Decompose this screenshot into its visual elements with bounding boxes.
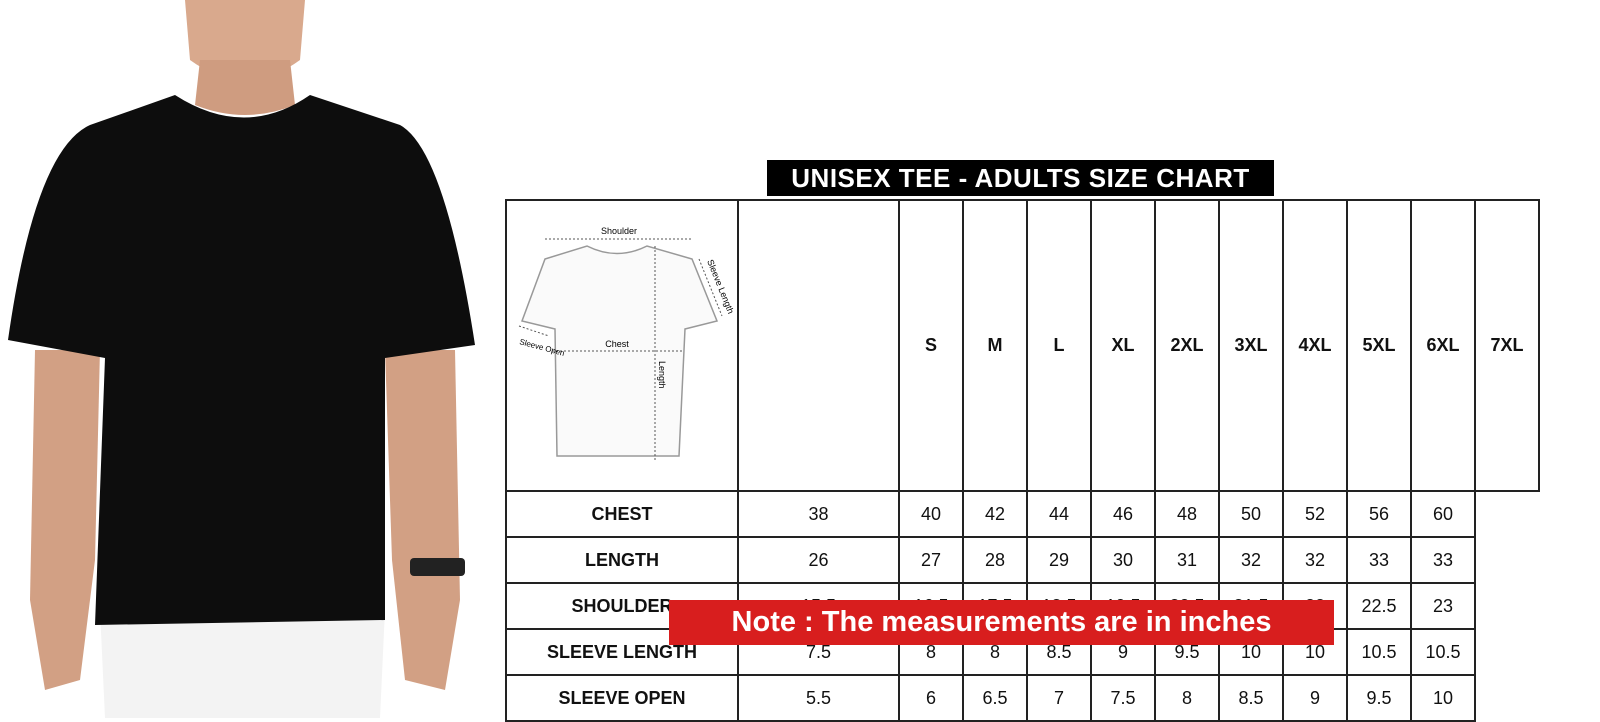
measurement-cell: 6.5: [962, 674, 1028, 722]
measurement-cell: 28: [962, 536, 1028, 584]
size-header: M: [962, 199, 1028, 492]
row-label: LENGTH: [505, 536, 739, 584]
measurement-note: Note : The measurements are in inches: [669, 600, 1334, 645]
measurement-cell: 7: [1026, 674, 1092, 722]
measurement-cell: 27: [898, 536, 964, 584]
measurement-cell: 32: [1218, 536, 1284, 584]
measurement-cell: 10.5: [1410, 628, 1476, 676]
measurement-cell: 30: [1090, 536, 1156, 584]
model-photo: [8, 0, 475, 718]
watch-icon: [410, 558, 465, 576]
measurement-cell: 42: [962, 490, 1028, 538]
table-row: SLEEVE OPEN 5.5 6 6.5 7 7.5 8 8.5 9 9.5 10: [505, 674, 1539, 722]
header-blank-cell: [737, 199, 900, 492]
measurement-cell: 8.5: [1218, 674, 1284, 722]
size-header: S: [898, 199, 964, 492]
measurement-cell: 56: [1346, 490, 1412, 538]
diagram-label-length: Length: [657, 361, 667, 389]
measurement-cell: 40: [898, 490, 964, 538]
diagram-label-chest: Chest: [605, 339, 629, 349]
size-header: L: [1026, 199, 1092, 492]
measurement-cell: 10: [1410, 674, 1476, 722]
measurement-cell: 26: [737, 536, 900, 584]
measurement-cell: 33: [1410, 536, 1476, 584]
tee-outline-icon: [521, 245, 719, 457]
measurement-cell: 9.5: [1346, 674, 1412, 722]
size-header: 6XL: [1410, 199, 1476, 492]
measurement-cell: 10.5: [1346, 628, 1412, 676]
diagram-label-shoulder: Shoulder: [601, 226, 637, 236]
tee-measurement-diagram: Shoulder Chest Length Sleeve Length Slee…: [505, 199, 739, 492]
measurement-cell: 52: [1282, 490, 1348, 538]
black-tee: [8, 95, 475, 625]
table-header-row: Shoulder Chest Length Sleeve Length Slee…: [505, 199, 1540, 492]
model-pants: [100, 610, 385, 718]
measurement-cell: 50: [1218, 490, 1284, 538]
measurement-cell: 31: [1154, 536, 1220, 584]
model-left-arm: [30, 350, 100, 690]
size-header: 7XL: [1474, 199, 1540, 492]
size-header: 2XL: [1154, 199, 1220, 492]
measurement-cell: 33: [1346, 536, 1412, 584]
measurement-cell: 22.5: [1346, 582, 1412, 630]
size-header: 3XL: [1218, 199, 1284, 492]
measurement-cell: 46: [1090, 490, 1156, 538]
measurement-cell: 60: [1410, 490, 1476, 538]
model-right-arm: [385, 350, 460, 690]
size-header: XL: [1090, 199, 1156, 492]
measurement-cell: 7.5: [1090, 674, 1156, 722]
measurement-cell: 6: [898, 674, 964, 722]
measurement-cell: 44: [1026, 490, 1092, 538]
measurement-cell: 5.5: [737, 674, 900, 722]
measurement-cell: 23: [1410, 582, 1476, 630]
table-row: LENGTH 26 27 28 29 30 31 32 32 33 33: [505, 536, 1539, 584]
measurement-cell: 38: [737, 490, 900, 538]
measurement-cell: 48: [1154, 490, 1220, 538]
row-label: SLEEVE OPEN: [505, 674, 739, 722]
measurement-cell: 9: [1282, 674, 1348, 722]
table-row: CHEST 38 40 42 44 46 48 50 52 56 60: [505, 490, 1539, 538]
measurement-cell: 8: [1154, 674, 1220, 722]
row-label: CHEST: [505, 490, 739, 538]
size-header: 5XL: [1346, 199, 1412, 492]
measurement-cell: 32: [1282, 536, 1348, 584]
measurement-cell: 29: [1026, 536, 1092, 584]
size-chart-title: UNISEX TEE - ADULTS SIZE CHART: [767, 160, 1274, 196]
size-header: 4XL: [1282, 199, 1348, 492]
